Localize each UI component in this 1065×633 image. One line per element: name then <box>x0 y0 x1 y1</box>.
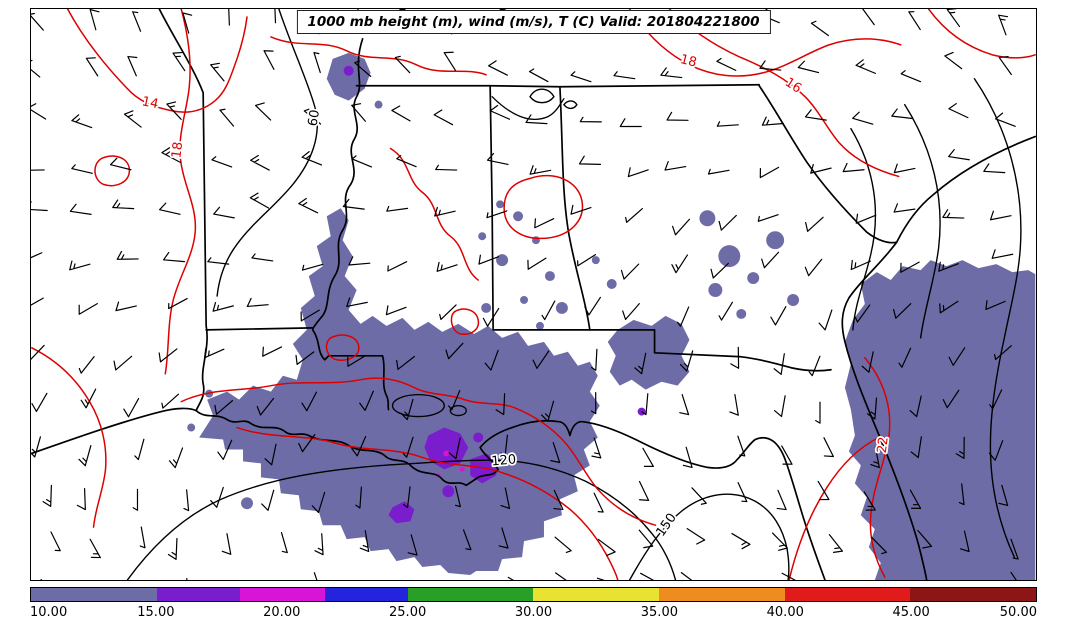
wind-barb-path <box>31 9 1019 580</box>
state-borders <box>31 9 1036 580</box>
colorbar-segment <box>407 588 534 601</box>
temperature-contour-label: 18 <box>169 141 186 159</box>
colorbar-segment <box>31 588 157 601</box>
colorbar-labels: 10.00 15.00 20.00 25.00 30.00 35.00 40.00 45.00… <box>30 605 1037 623</box>
height-contour-label: 120 <box>491 452 517 469</box>
colorbar-tick-label: 40.00 <box>766 605 804 620</box>
temperature-contour-label: 18 <box>679 52 699 71</box>
colorbar-tick-label: 50.00 <box>999 605 1037 620</box>
shaded-region-high <box>436 450 465 478</box>
colorbar-tick-label: 10.00 <box>30 605 68 620</box>
map-area: 60 120 150 14 18 18 16 22 1000 mb height… <box>30 8 1037 581</box>
colorbar-segment <box>239 588 325 601</box>
shaded-region-low <box>187 52 1036 580</box>
colorbar-tick-label: 35.00 <box>640 605 678 620</box>
colorbar-segment <box>156 588 240 601</box>
height-contour-label: 150 <box>653 511 679 540</box>
colorbar-segment <box>533 588 660 601</box>
colorbar-segment <box>324 588 408 601</box>
height-contour-label: 60 <box>305 109 323 128</box>
wind-barbs <box>31 9 1019 580</box>
colorbar-tick-label: 30.00 <box>514 605 553 620</box>
colorbar-tick-label: 15.00 <box>137 605 175 620</box>
contour-label-group: 60 120 150 14 18 18 16 22 <box>139 50 894 541</box>
height-contours <box>126 9 1022 580</box>
temperature-contour-label: 22 <box>875 436 892 454</box>
colorbar-segment <box>910 588 1036 601</box>
temperature-contours <box>31 9 1036 580</box>
map-svg: 60 120 150 14 18 18 16 22 <box>31 9 1036 580</box>
colorbar-tick-label: 25.00 <box>389 605 427 620</box>
colorbar-tick-label: 20.00 <box>263 605 301 620</box>
map-title: 1000 mb height (m), wind (m/s), T (C) Va… <box>296 10 771 34</box>
temperature-contour-label: 14 <box>140 94 159 112</box>
colorbar-tick-label: 45.00 <box>892 605 930 620</box>
colorbar-segment <box>784 588 911 601</box>
colorbar <box>30 587 1037 602</box>
colorbar-segment <box>659 588 785 601</box>
